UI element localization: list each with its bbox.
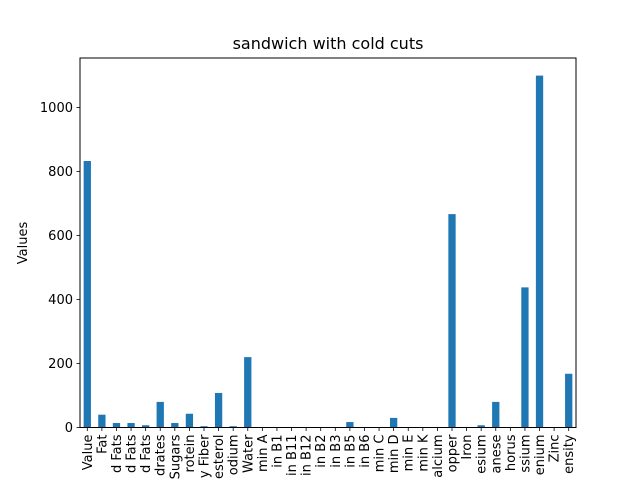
- x-tick-label: Water: [241, 434, 256, 473]
- x-tick-label: in B11: [285, 435, 300, 476]
- x-tick-label: Fat: [95, 435, 110, 454]
- y-axis-label: Values: [16, 222, 31, 265]
- x-tick-label: min E: [402, 435, 417, 472]
- x-tick-label: anese: [489, 435, 504, 474]
- bar: [171, 423, 179, 428]
- bar: [127, 423, 135, 428]
- bar: [346, 422, 354, 428]
- x-tick-label: ensity: [562, 434, 577, 474]
- x-tick-label: in B5: [343, 435, 358, 468]
- x-tick-label: in B6: [358, 435, 373, 468]
- x-tick-label: drates: [154, 434, 169, 476]
- x-tick-label: enium: [533, 435, 548, 476]
- x-tick-label: rotein: [183, 435, 198, 473]
- chart-title: sandwich with cold cuts: [233, 34, 424, 53]
- x-tick-label: d Fats: [125, 434, 140, 473]
- x-tick-label: y Fiber: [198, 434, 213, 478]
- bar: [535, 75, 544, 428]
- x-tick-label: min K: [416, 434, 431, 472]
- bar: [83, 161, 91, 428]
- bars-group: [83, 75, 573, 428]
- bar: [98, 414, 106, 428]
- x-tick-label: min D: [387, 435, 402, 474]
- bar: [244, 357, 252, 428]
- y-axis-ticks: 0 200 400 600 800 1000: [40, 101, 80, 436]
- bar: [156, 401, 164, 428]
- x-tick-label: horus: [504, 434, 519, 471]
- x-tick-label: alcium: [431, 435, 446, 478]
- bar: [565, 373, 573, 428]
- y-tick-label: 0: [65, 421, 73, 436]
- x-tick-label: in B12: [300, 435, 315, 476]
- y-tick-label: 200: [48, 357, 73, 372]
- x-tick-label: in B1: [270, 435, 285, 468]
- bar: [477, 425, 485, 428]
- x-tick-label: min A: [256, 434, 271, 472]
- x-tick-label: d Fats: [139, 434, 154, 473]
- bar: [185, 413, 194, 428]
- x-tick-label: in B2: [314, 435, 329, 468]
- x-tick-label: odium: [227, 435, 242, 476]
- x-tick-label: esium: [475, 435, 490, 474]
- plot-frame: [79, 57, 577, 428]
- x-tick-label: Value: [81, 435, 96, 471]
- y-tick-label: 400: [48, 293, 73, 308]
- y-tick-label: 800: [48, 165, 73, 180]
- bar: [229, 426, 237, 428]
- x-tick-label: Zinc: [548, 435, 563, 463]
- bar: [142, 425, 150, 428]
- bar: [390, 417, 398, 428]
- x-tick-label: in B3: [329, 435, 344, 468]
- bar: [492, 401, 500, 428]
- x-tick-label: min C: [373, 435, 388, 473]
- bar: [112, 423, 121, 428]
- bar: [448, 214, 456, 428]
- bar: [521, 287, 529, 428]
- bar: [200, 426, 208, 428]
- bar: [214, 392, 223, 428]
- x-tick-label: opper: [446, 434, 461, 472]
- x-tick-label: d Fats: [110, 434, 125, 473]
- x-tick-label: Iron: [460, 435, 475, 460]
- x-tick-label: esterol: [212, 435, 227, 480]
- x-tick-label: Sugars: [168, 434, 183, 479]
- y-tick-label: 600: [48, 229, 73, 244]
- x-tick-label: ssium: [518, 435, 533, 473]
- y-tick-label: 1000: [40, 101, 73, 116]
- x-axis-ticks: Value Fat d Fats d Fats d Fats drates Sugars ro…: [81, 427, 577, 480]
